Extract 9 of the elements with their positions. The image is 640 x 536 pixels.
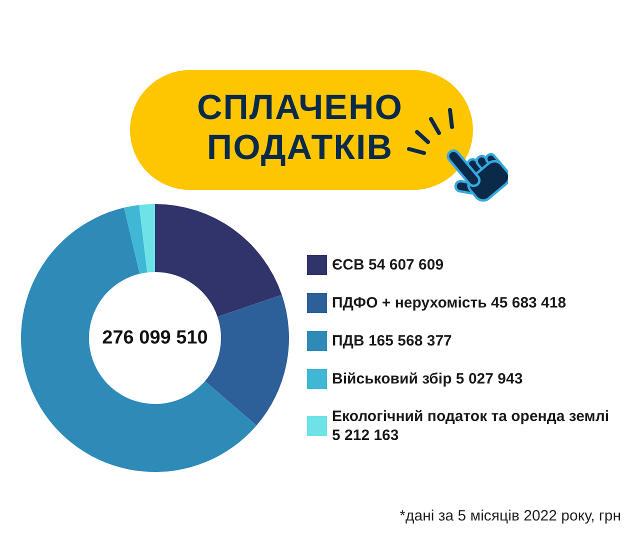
legend-label: ПДФО + нерухомість 45 683 418 bbox=[332, 294, 566, 312]
data-label: 5 212 163 bbox=[332, 427, 399, 444]
legend-label: ЄСВ 54 607 609 bbox=[332, 256, 444, 274]
text: 276 099 510 bbox=[102, 328, 208, 348]
chart-title: СПЛАЧЕНО ПОДАТКІВ bbox=[196, 88, 404, 168]
legend-label: Екологічний податок та оренда землі bbox=[332, 408, 610, 425]
text: *дані за 5 місяців 2022 року, грн bbox=[400, 508, 621, 524]
legend-label: ПДВ 165 568 377 bbox=[332, 332, 452, 350]
legend-label: Військовий збір 5 027 943 bbox=[332, 370, 523, 388]
